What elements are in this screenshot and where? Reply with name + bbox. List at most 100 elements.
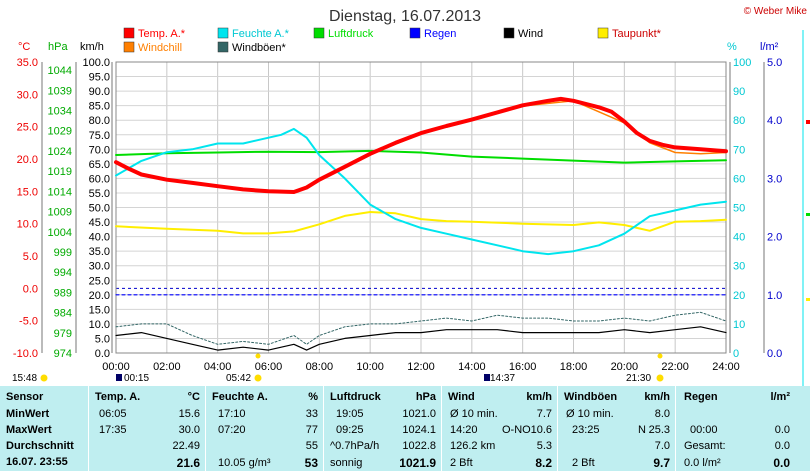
humidity-max-time: 07:20 xyxy=(218,424,246,436)
weather-chart: Dienstag, 16.07.2013 © Weber Mike 35.0 30.0… xyxy=(12,6,810,386)
temp-tick-label: 35.0 xyxy=(17,57,38,69)
pressure-tick-label: 979 xyxy=(54,328,72,340)
pressure-avg: 1022.8 xyxy=(402,440,436,452)
x-tick-label: 24:00 xyxy=(712,361,740,373)
legend-swatch xyxy=(409,27,421,39)
rain-title: Regen xyxy=(684,391,718,403)
x-tick-label: 04:00 xyxy=(204,361,232,373)
pressure-tick-label: 974 xyxy=(54,348,72,360)
rain-tick-label: 1.0 xyxy=(767,290,782,302)
wind-tick-label: 50.0 xyxy=(89,203,110,215)
gust-now: 9.7 xyxy=(653,456,670,470)
wind-tick-label: 95.0 xyxy=(89,72,110,84)
gust-avg: 7.0 xyxy=(654,440,670,452)
pressure-tick-label: 1029 xyxy=(48,126,72,138)
chart-title: Dienstag, 16.07.2013 xyxy=(329,8,481,25)
wind-tick-label: 90.0 xyxy=(89,86,110,98)
legend-label: Regen xyxy=(424,28,456,40)
legend-label: Wind xyxy=(518,28,543,40)
sun-icon xyxy=(656,374,664,382)
legend-swatch xyxy=(217,27,229,39)
humidity-tick-label: 80 xyxy=(733,115,745,127)
wind-tick-label: 70.0 xyxy=(89,144,110,156)
humidity-tick-label: 50 xyxy=(733,203,745,215)
temp-max-time: 17:35 xyxy=(99,424,127,436)
rain-tick-label: 4.0 xyxy=(767,115,782,127)
pressure-tick-label: 1024 xyxy=(48,146,72,158)
moon-event-time: 14:37 xyxy=(490,373,515,384)
legend-label: Luftdruck xyxy=(328,28,374,40)
temp-max: 30.0 xyxy=(178,424,200,436)
humidity-tick-label: 60 xyxy=(733,173,745,185)
moonset-time: 00:15 xyxy=(124,373,149,384)
temp-tick-label: 10.0 xyxy=(17,219,38,231)
wind-tick-label: 75.0 xyxy=(89,130,110,142)
rain-tick-label: 3.0 xyxy=(767,173,782,185)
x-tick-label: 02:00 xyxy=(153,361,181,373)
rain-max-time: 00:00 xyxy=(690,424,718,436)
wind-avg: 5.3 xyxy=(536,440,552,452)
humidity-unit-label: % xyxy=(727,41,737,53)
sunset-time: 21:30 xyxy=(626,373,651,384)
temp-title: Temp. A. xyxy=(95,391,141,403)
pressure-title: Luftdruck xyxy=(330,391,381,403)
wind-tick-label: 85.0 xyxy=(89,101,110,113)
humidity-now-note: 10.05 g/m³ xyxy=(218,457,271,469)
temp-now: 21.6 xyxy=(176,456,200,470)
humidity-tick-label: 30 xyxy=(733,261,745,273)
humidity-tick-label: 100 xyxy=(733,57,751,69)
sun-marker-icon xyxy=(255,353,261,359)
temp-unit-label: °C xyxy=(18,41,30,53)
pressure-tick-label: 1034 xyxy=(48,106,72,118)
x-tick-label: 20:00 xyxy=(611,361,639,373)
temp-tick-label: 25.0 xyxy=(17,122,38,134)
pressure-tick-label: 1009 xyxy=(48,207,72,219)
wind-tick-label: 10.0 xyxy=(89,319,110,331)
pressure-unit: hPa xyxy=(415,391,436,403)
legend-swatch xyxy=(503,27,515,39)
x-tick-label: 18:00 xyxy=(560,361,588,373)
stats-min-label: MinWert xyxy=(6,408,50,420)
pressure-min: 1021.0 xyxy=(402,408,436,420)
pressure-tick-label: 1014 xyxy=(48,186,72,198)
stats-avg-label: Durchschnitt xyxy=(6,440,74,452)
x-tick-label: 16:00 xyxy=(509,361,537,373)
x-tick-label: 12:00 xyxy=(407,361,435,373)
humidity-tick-label: 10 xyxy=(733,319,745,331)
pressure-tick-label: 1044 xyxy=(48,65,72,77)
humidity-unit: % xyxy=(308,391,318,403)
rain-total: 0.0 xyxy=(774,440,790,452)
wind-tick-label: 55.0 xyxy=(89,188,110,200)
humidity-tick-label: 20 xyxy=(733,290,745,302)
gust-unit: km/h xyxy=(644,391,670,403)
rain-tick-label: 5.0 xyxy=(767,57,782,69)
gust-min: 8.0 xyxy=(654,408,670,420)
series-line-luftdruck xyxy=(115,149,727,164)
legend-swatch xyxy=(217,41,229,53)
edge-marker-icon xyxy=(806,213,810,216)
temp-avg: 22.49 xyxy=(172,440,200,452)
series-line-windböen xyxy=(115,311,727,345)
pressure-min-time: 19:05 xyxy=(336,408,364,420)
rain-max: 0.0 xyxy=(774,424,790,436)
humidity-tick-label: 40 xyxy=(733,232,745,244)
gust-max-direction: N xyxy=(638,424,646,436)
temp-tick-label: 0.0 xyxy=(23,283,38,295)
humidity-max: 77 xyxy=(305,424,318,436)
wind-tick-label: 20.0 xyxy=(89,290,110,302)
rain-now-note: 0.0 l/m² xyxy=(684,457,721,469)
temp-tick-label: 20.0 xyxy=(17,154,38,166)
legend-swatch xyxy=(597,27,609,39)
stats-table: Sensor MinWert MaxWert Durchschnitt 16.0… xyxy=(0,386,810,471)
wind-tick-label: 35.0 xyxy=(89,246,110,258)
marker-icon xyxy=(484,374,490,381)
pressure-max: 1024.1 xyxy=(402,424,436,436)
wind-now: 8.2 xyxy=(535,456,552,470)
temp-min: 15.6 xyxy=(178,408,200,420)
legend-label: Taupunkt* xyxy=(612,28,662,40)
stats-rain-column: Regen l/m² 00:00 0.0 Gesamt: 0.0 0.0 l/m… xyxy=(675,386,796,471)
rain-unit: l/m² xyxy=(770,391,790,403)
wind-tick-label: 60.0 xyxy=(89,173,110,185)
rain-unit-label: l/m² xyxy=(760,41,779,53)
legend-label: Windböen* xyxy=(232,42,287,54)
